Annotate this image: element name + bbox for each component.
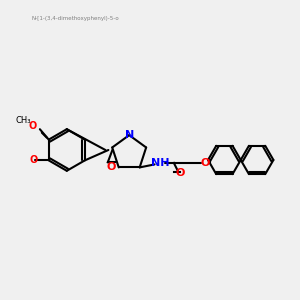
Text: O: O xyxy=(106,162,116,172)
Text: O: O xyxy=(200,158,210,168)
Text: CH₃: CH₃ xyxy=(16,116,31,125)
Text: N-[1-(3,4-dimethoxyphenyl)-5-o: N-[1-(3,4-dimethoxyphenyl)-5-o xyxy=(31,16,119,21)
Text: O: O xyxy=(175,168,184,178)
Text: N: N xyxy=(124,130,134,140)
Text: O: O xyxy=(28,121,37,131)
Text: O: O xyxy=(30,155,38,165)
Text: NH: NH xyxy=(151,158,170,168)
